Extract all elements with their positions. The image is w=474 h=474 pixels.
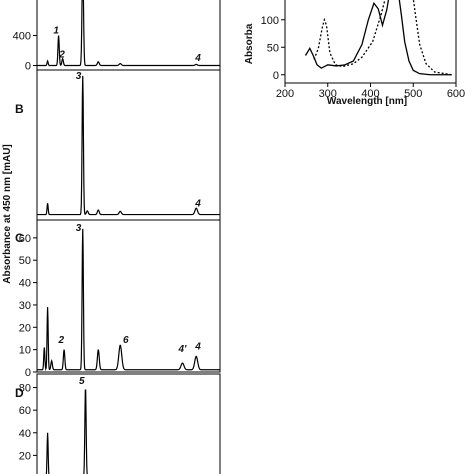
panel-d-y-tick-label: 60 bbox=[19, 405, 31, 417]
panel-c-peak-label: 4' bbox=[178, 344, 188, 355]
panel-b-frame bbox=[36, 69, 221, 221]
spectrum-plot: 200 300 400 500 600 0 50 100 bbox=[261, 0, 465, 100]
panel-c-letter: C bbox=[15, 231, 24, 245]
spectrum-x-tick-label: 600 bbox=[447, 88, 465, 100]
spectrum-x-tick-label: 400 bbox=[361, 88, 379, 100]
panel-d-y-tick-label: 20 bbox=[19, 450, 31, 462]
panel-a-plot: 0 400 1 2 4 bbox=[13, 0, 220, 73]
spectrum-y-tick-label: 0 bbox=[273, 70, 279, 82]
spectrum-x-tick-label: 200 bbox=[276, 88, 294, 100]
panel-c-plot: 0 10 20 30 40 50 60 3 2 6 4' 4 bbox=[19, 223, 220, 379]
panel-a-y-tick-label: 400 bbox=[13, 31, 31, 43]
panel-c-y-tick-label: 60 bbox=[19, 233, 31, 245]
panel-a-peak-label: 4 bbox=[194, 53, 201, 64]
spectrum-solid-line bbox=[304, 0, 390, 69]
panel-d-trace bbox=[45, 389, 88, 474]
panel-a-peak-label: 2 bbox=[58, 49, 65, 60]
spectrum-dotted-line bbox=[412, 0, 452, 76]
panel-d-frame bbox=[36, 373, 221, 474]
panel-c-peak-label: 6 bbox=[123, 335, 129, 346]
uv-vis-spectrum: 200 300 400 500 600 0 50 100 Wavelength [nm] Ab… bbox=[244, 0, 465, 107]
panel-b-peak-label: 4 bbox=[194, 198, 201, 209]
spectrum-solid-line bbox=[398, 0, 452, 76]
panel-c-trace bbox=[37, 228, 220, 372]
panel-a-trace bbox=[37, 0, 220, 67]
panel-d-peak-label: 5 bbox=[79, 376, 85, 387]
panel-a-peak-label: 1 bbox=[53, 25, 59, 36]
panel-d-y-tick-label: 40 bbox=[19, 428, 31, 440]
panel-a-y-tick-label: 0 bbox=[25, 61, 31, 73]
left-y-axis-title: Absorbance at 450 nm [mAU] bbox=[2, 144, 13, 283]
spectrum-y-tick-label: 50 bbox=[267, 42, 279, 54]
spectrum-x-tick-label: 500 bbox=[404, 88, 422, 100]
panel-c-frame bbox=[36, 219, 221, 373]
panel-c-peak-label: 2 bbox=[58, 335, 65, 346]
panel-c-peak-label: 3 bbox=[76, 223, 82, 234]
panel-c-y-tick-label: 20 bbox=[19, 322, 31, 334]
spectrum-x-axis-title: Wavelength [nm] bbox=[327, 96, 407, 107]
panel-d-y-tick-label: 80 bbox=[19, 383, 31, 395]
panel-d-letter: D bbox=[15, 386, 24, 400]
spectrum-y-axis-title: Absorba bbox=[244, 23, 255, 64]
spectrum-dotted-line bbox=[313, 0, 386, 68]
chromatogram-panel-a: 0 400 1 2 4 bbox=[13, 0, 221, 73]
panel-c-peak-label: 4 bbox=[194, 342, 201, 353]
panel-c-y-tick-label: 30 bbox=[19, 300, 31, 312]
panel-c-y-tick-label: 50 bbox=[19, 255, 31, 267]
panel-b-plot: 34 bbox=[37, 71, 220, 216]
panel-c-y-tick-label: 0 bbox=[25, 367, 31, 379]
panel-c-y-tick-label: 10 bbox=[19, 345, 31, 357]
panel-b-peak-label: 3 bbox=[76, 71, 82, 82]
spectrum-x-tick-label: 300 bbox=[319, 88, 337, 100]
chromatogram-panel-b: 34 B bbox=[15, 69, 221, 221]
chromatogram-panel-c: 0 10 20 30 40 50 60 3 2 6 4' 4 C bbox=[15, 219, 221, 379]
panel-d-plot: 0204060805 bbox=[19, 376, 88, 474]
panel-c-y-tick-label: 40 bbox=[19, 278, 31, 290]
spectrum-y-tick-label: 100 bbox=[261, 15, 279, 27]
chromatogram-panel-d: 0204060805 D bbox=[15, 373, 221, 474]
panel-b-letter: B bbox=[15, 102, 24, 116]
panel-b-trace bbox=[37, 75, 220, 216]
